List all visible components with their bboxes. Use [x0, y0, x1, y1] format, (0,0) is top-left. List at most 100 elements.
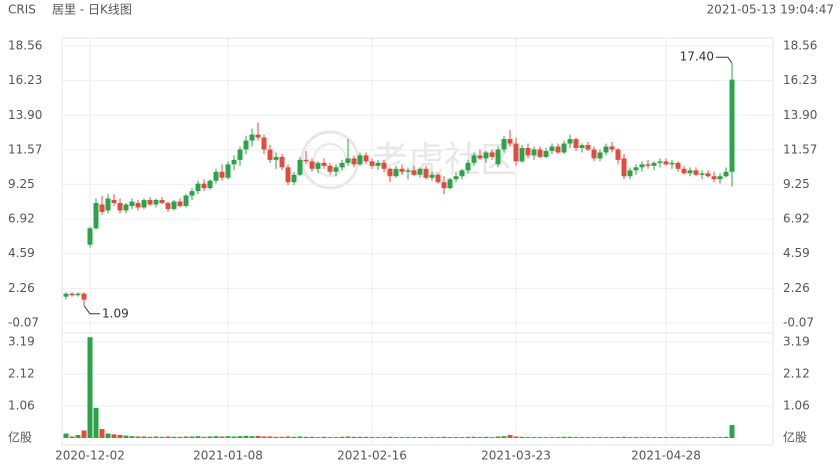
- candle-body: [123, 204, 129, 211]
- volume-bar: [285, 436, 291, 438]
- y-tick-label-right: 2.26: [783, 281, 810, 295]
- candle-body: [105, 198, 111, 211]
- candle-body: [399, 168, 405, 172]
- candle-body: [171, 201, 177, 209]
- candle-body: [651, 162, 657, 166]
- candle-body: [669, 162, 675, 165]
- candle-body: [639, 164, 645, 168]
- volume-bar: [705, 437, 711, 438]
- volume-bar: [387, 436, 393, 438]
- volume-bar: [99, 428, 105, 438]
- volume-bar: [465, 436, 471, 438]
- candle-body: [93, 203, 99, 229]
- y-tick-label-right: 9.25: [783, 177, 810, 191]
- volume-bar: [729, 425, 735, 438]
- candle-body: [567, 139, 573, 144]
- candle-body: [309, 161, 315, 169]
- volume-bar: [585, 437, 591, 438]
- volume-bar: [441, 436, 447, 438]
- candle-body: [237, 149, 243, 160]
- candle-body: [195, 183, 201, 192]
- candle-body: [579, 145, 585, 148]
- volume-bar: [627, 437, 633, 438]
- volume-bar: [495, 436, 501, 438]
- candle-body: [675, 162, 681, 169]
- candle-body: [723, 171, 729, 177]
- volume-bar: [399, 437, 405, 438]
- volume-bar: [369, 437, 375, 438]
- candle-body: [363, 155, 369, 162]
- y-tick-label-right: 13.90: [783, 108, 817, 122]
- volume-bar: [363, 436, 369, 438]
- volume-bar: [513, 436, 519, 438]
- candle-body: [393, 168, 399, 177]
- candle-body: [633, 167, 639, 171]
- candle-body: [459, 170, 465, 177]
- candle-body: [285, 167, 291, 183]
- candle-body: [177, 201, 183, 206]
- candle-body: [165, 203, 171, 209]
- volume-bar: [639, 437, 645, 438]
- timestamp: 2021-05-13 19:04:47: [707, 3, 834, 17]
- candle-body: [225, 164, 231, 178]
- volume-bar: [615, 437, 621, 438]
- candle-body: [705, 173, 711, 177]
- y-tick-label: 16.23: [8, 73, 42, 87]
- volume-bar: [531, 437, 537, 438]
- volume-bar: [339, 436, 345, 438]
- candle-body: [477, 155, 483, 159]
- volume-bar: [147, 436, 153, 438]
- volume-bar: [453, 437, 459, 438]
- volume-bar: [573, 437, 579, 438]
- volume-bar: [225, 436, 231, 438]
- volume-bar: [417, 437, 423, 438]
- candle-body: [117, 203, 123, 211]
- candle-body: [291, 174, 297, 183]
- candle-body: [273, 156, 279, 160]
- volume-bar: [657, 437, 663, 438]
- candle-body: [381, 162, 387, 169]
- y-tick-label-right: 11.57: [783, 142, 817, 156]
- candle-body: [465, 162, 471, 171]
- candle-body: [447, 179, 453, 189]
- volume-bar: [561, 436, 567, 438]
- candle-body: [423, 168, 429, 178]
- volume-bar: [723, 436, 729, 438]
- candle-body: [663, 161, 669, 165]
- volume-tick-label: 亿股: [8, 430, 32, 445]
- y-tick-label: 2.26: [8, 281, 35, 295]
- volume-bar: [243, 435, 249, 438]
- volume-bar: [483, 436, 489, 438]
- volume-bar: [717, 437, 723, 438]
- volume-bar: [603, 437, 609, 438]
- candle-body: [327, 165, 333, 172]
- candle-body: [75, 293, 81, 296]
- y-tick-label: 9.25: [8, 177, 35, 191]
- volume-bar: [543, 437, 549, 438]
- y-tick-label: 18.56: [8, 39, 42, 53]
- y-tick-label: 11.57: [8, 142, 42, 156]
- candle-body: [201, 183, 207, 189]
- candle-body: [303, 159, 309, 162]
- candle-body: [231, 159, 237, 165]
- candle-body: [573, 139, 579, 148]
- y-tick-label: -0.07: [8, 316, 39, 330]
- volume-bar: [75, 434, 81, 438]
- candle-body: [615, 149, 621, 160]
- volume-bar: [699, 437, 705, 438]
- volume-tick-label-right: 亿股: [783, 430, 807, 445]
- volume-bar: [309, 436, 315, 438]
- volume-bar: [201, 436, 207, 438]
- volume-bar: [471, 436, 477, 438]
- candle-body: [429, 174, 435, 178]
- candle-body: [333, 167, 339, 172]
- volume-bar: [183, 436, 189, 438]
- candle-body: [207, 180, 213, 189]
- volume-bar: [135, 436, 141, 438]
- candle-body: [525, 147, 531, 156]
- candle-body: [411, 170, 417, 175]
- candle-body: [357, 155, 363, 165]
- volume-bar: [687, 437, 693, 438]
- candle-body: [591, 149, 597, 159]
- volume-bar: [273, 436, 279, 438]
